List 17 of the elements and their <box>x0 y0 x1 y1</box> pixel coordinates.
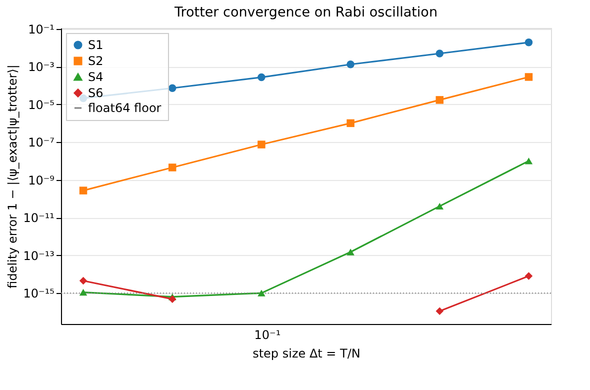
legend-label: S1 <box>88 38 104 52</box>
y-tick-label: 10⁻¹⁵ <box>23 286 55 301</box>
x-axis-title: step size Δt = T/N <box>252 346 360 360</box>
legend-label: S6 <box>88 86 104 100</box>
y-tick-label: 10⁻⁷ <box>28 136 55 150</box>
y-tick-label: 10⁻¹¹ <box>23 211 55 226</box>
y-tick-label: 10⁻¹³ <box>23 248 55 263</box>
legend-label: float64 floor <box>88 101 162 115</box>
y-tick-label: 10⁻⁹ <box>28 173 55 188</box>
y-tick-label: 10⁻⁵ <box>28 98 55 112</box>
text: 10⁻¹ <box>254 328 281 342</box>
y-tick-label: 10⁻¹ <box>28 22 55 36</box>
y-axis-title: fidelity error 1 − |⟨ψ_exact|ψ_trotter⟩| <box>5 64 20 288</box>
chart-title: Trotter convergence on Rabi oscillation <box>174 4 438 20</box>
legend-label: S2 <box>88 54 104 68</box>
y-tick-label: 10⁻³ <box>28 60 55 74</box>
legend-label: S4 <box>88 70 104 84</box>
